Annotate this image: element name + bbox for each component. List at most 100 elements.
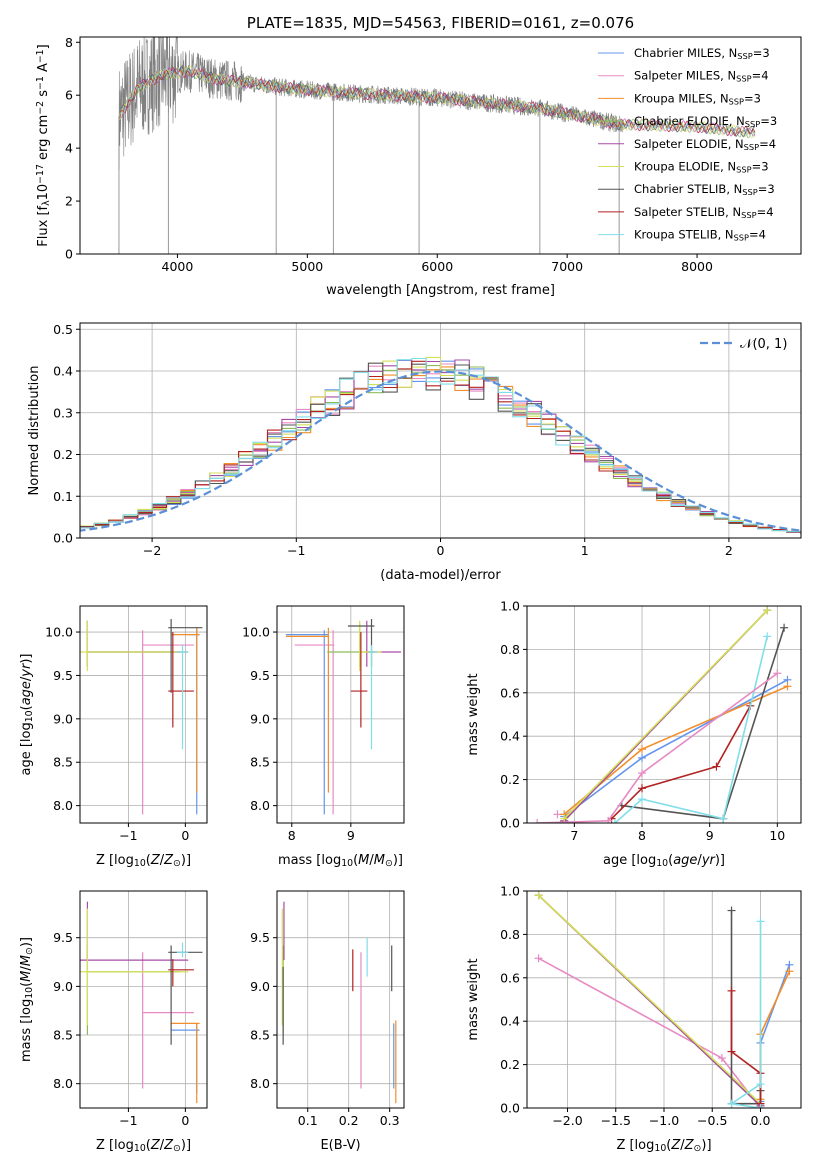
- x-tick-label: 8: [288, 828, 296, 843]
- legend-entry: 𝒩(0, 1): [740, 337, 787, 352]
- observed-spectrum: [118, 37, 624, 170]
- y-tick-label: 8.5: [53, 755, 73, 770]
- x-tick-label: 5000: [291, 259, 323, 274]
- x-tick-label: 0.3: [380, 1113, 400, 1128]
- y-tick-label: 9.0: [250, 711, 270, 726]
- panel-age-vs-mass: 8 9 8.0 8.5 9.0 9.5 10.0 mass [log10(M/M⊙)]: [242, 605, 405, 869]
- x-tick-label: 7: [570, 828, 578, 843]
- x-tick-label: −1.0: [649, 1113, 679, 1128]
- y-tick-label: 10.0: [242, 625, 270, 640]
- y-tick-label: 8.0: [250, 1076, 270, 1091]
- x-tick-label: 0.1: [298, 1113, 318, 1128]
- y-tick-label: 0.8: [500, 927, 520, 942]
- x-tick-label: 6000: [421, 259, 453, 274]
- y-tick-label: 0.2: [53, 447, 73, 462]
- x-axis-label-ebv: E(B-V): [320, 1138, 360, 1153]
- x-tick-label: 8: [638, 828, 646, 843]
- legend-entry-0: Chabrier MILES, NSSP=3: [634, 46, 770, 61]
- y-tick-label: 9.5: [53, 930, 73, 945]
- series-line-7: [611, 705, 751, 820]
- gaussian-curve: [80, 370, 801, 532]
- y-tick-label: 8.0: [250, 798, 270, 813]
- histogram-8: [80, 357, 801, 534]
- y-tick-label: 8.0: [53, 798, 73, 813]
- y-tick-label: 6: [65, 88, 73, 103]
- x-axis-label: age [log10(age/yr)]: [603, 853, 725, 869]
- y-axis-label: mass weight: [466, 673, 481, 755]
- series-line-2: [759, 970, 791, 1100]
- x-tick-label: 1: [581, 543, 589, 558]
- x-axis-label: (data-model)/error: [380, 568, 501, 583]
- axes-frame: [79, 605, 208, 824]
- x-tick-label: 2: [725, 543, 733, 558]
- x-tick-label: 10: [769, 828, 785, 843]
- x-tick-label: 9: [347, 828, 355, 843]
- y-tick-label: 1.0: [500, 884, 520, 899]
- y-tick-label: 0.6: [500, 685, 520, 700]
- y-tick-label: 0.2: [500, 772, 520, 787]
- legend-entry-6: Chabrier STELIB, NSSP=3: [634, 182, 775, 197]
- y-tick-label: 2: [65, 194, 73, 209]
- y-tick-label: 0.4: [53, 364, 73, 379]
- y-tick-label: 0.4: [500, 1014, 520, 1029]
- plot-area: [80, 356, 801, 535]
- y-tick-label: 0: [65, 247, 73, 262]
- y-tick-label: 9.0: [53, 711, 73, 726]
- legend-entry-5: Kroupa ELODIE, NSSP=3: [634, 160, 769, 175]
- series-line-6: [730, 910, 762, 1105]
- chart-title: PLATE=1835, MJD=54563, FIBERID=0161, z=0…: [247, 14, 634, 32]
- plot-area: [281, 901, 397, 1104]
- plot-area: [80, 619, 203, 815]
- series-line-5: [563, 609, 768, 820]
- x-tick-label: −1: [119, 828, 137, 843]
- series-line-1: [538, 957, 762, 1108]
- panel-mass-vs-EBV: 0.1 0.2 0.3 8.0 8.5 9.0 9.5: [250, 890, 405, 1128]
- axes-frame: [526, 605, 802, 824]
- legend-entry-1: Salpeter MILES, NSSP=4: [634, 69, 769, 84]
- plot-area: [118, 37, 756, 254]
- y-tick-label: 0.2: [500, 1057, 520, 1072]
- x-tick-label: 0.2: [339, 1113, 359, 1128]
- x-tick-label: 7000: [551, 259, 583, 274]
- x-axis-label: mass [log10(M/M⊙)]: [278, 853, 403, 869]
- y-tick-label: 1.0: [500, 599, 520, 614]
- y-axis-label: age [log10(age/yr)]: [19, 653, 35, 775]
- y-tick-label: 0.5: [53, 322, 73, 337]
- y-tick-label: 10.0: [45, 625, 73, 640]
- panel-spectrum: PLATE=1835, MJD=54563, FIBERID=0161, z=0…: [35, 14, 802, 298]
- panel-mass-vs-Z: −1 0 8.0 8.5 9.0 9.5 Z [log10(Z/Z⊙)] mass [log1…: [19, 890, 208, 1154]
- series-line-8: [729, 921, 762, 1108]
- axes-frame: [79, 36, 802, 255]
- model-line-8: [118, 66, 756, 139]
- y-axis-label: mass [log10(M/M⊙)]: [19, 937, 35, 1062]
- y-tick-label: 9.0: [53, 979, 73, 994]
- y-tick-label: 8.0: [53, 1076, 73, 1091]
- plot-area: [534, 891, 794, 1108]
- x-tick-label: −0.5: [697, 1113, 727, 1128]
- legend-entry-8: Kroupa STELIB, NSSP=4: [634, 228, 766, 243]
- x-tick-label: 0.0: [751, 1113, 771, 1128]
- axes-frame: [79, 890, 208, 1109]
- axes-frame: [276, 605, 405, 824]
- legend-entry-3: Chabrier ELODIE, NSSP=3: [634, 114, 777, 129]
- y-tick-label: 8.5: [250, 755, 270, 770]
- model-line-6: [118, 66, 756, 138]
- x-axis-label: Z [log10(Z/Z⊙)]: [96, 1138, 191, 1154]
- x-tick-label: 9: [706, 828, 714, 843]
- y-tick-label: 9.5: [250, 930, 270, 945]
- y-tick-label: 0.6: [500, 970, 520, 985]
- extra-line-0: [537, 672, 778, 823]
- plot-area: [285, 619, 402, 815]
- y-tick-label: 0.3: [53, 405, 73, 420]
- legend: Chabrier MILES, NSSP=3 Salpeter MILES, NS…: [598, 46, 777, 243]
- x-axis-label: wavelength [Angstrom, rest frame]: [326, 283, 555, 298]
- y-tick-label: 0.4: [500, 729, 520, 744]
- series-line-5: [538, 894, 762, 1105]
- x-tick-label: −1.5: [601, 1113, 631, 1128]
- x-tick-label: −1: [119, 1113, 137, 1128]
- axes-frame: [276, 890, 405, 1109]
- panel-residuals: −2 −1 0 1 2 0.0 0.1 0.2 0.3 0.4 0.5 (data-model)/er…: [27, 322, 802, 583]
- y-tick-label: 0.8: [500, 642, 520, 657]
- x-axis-label: Z [log10(Z/Z⊙)]: [616, 1138, 711, 1154]
